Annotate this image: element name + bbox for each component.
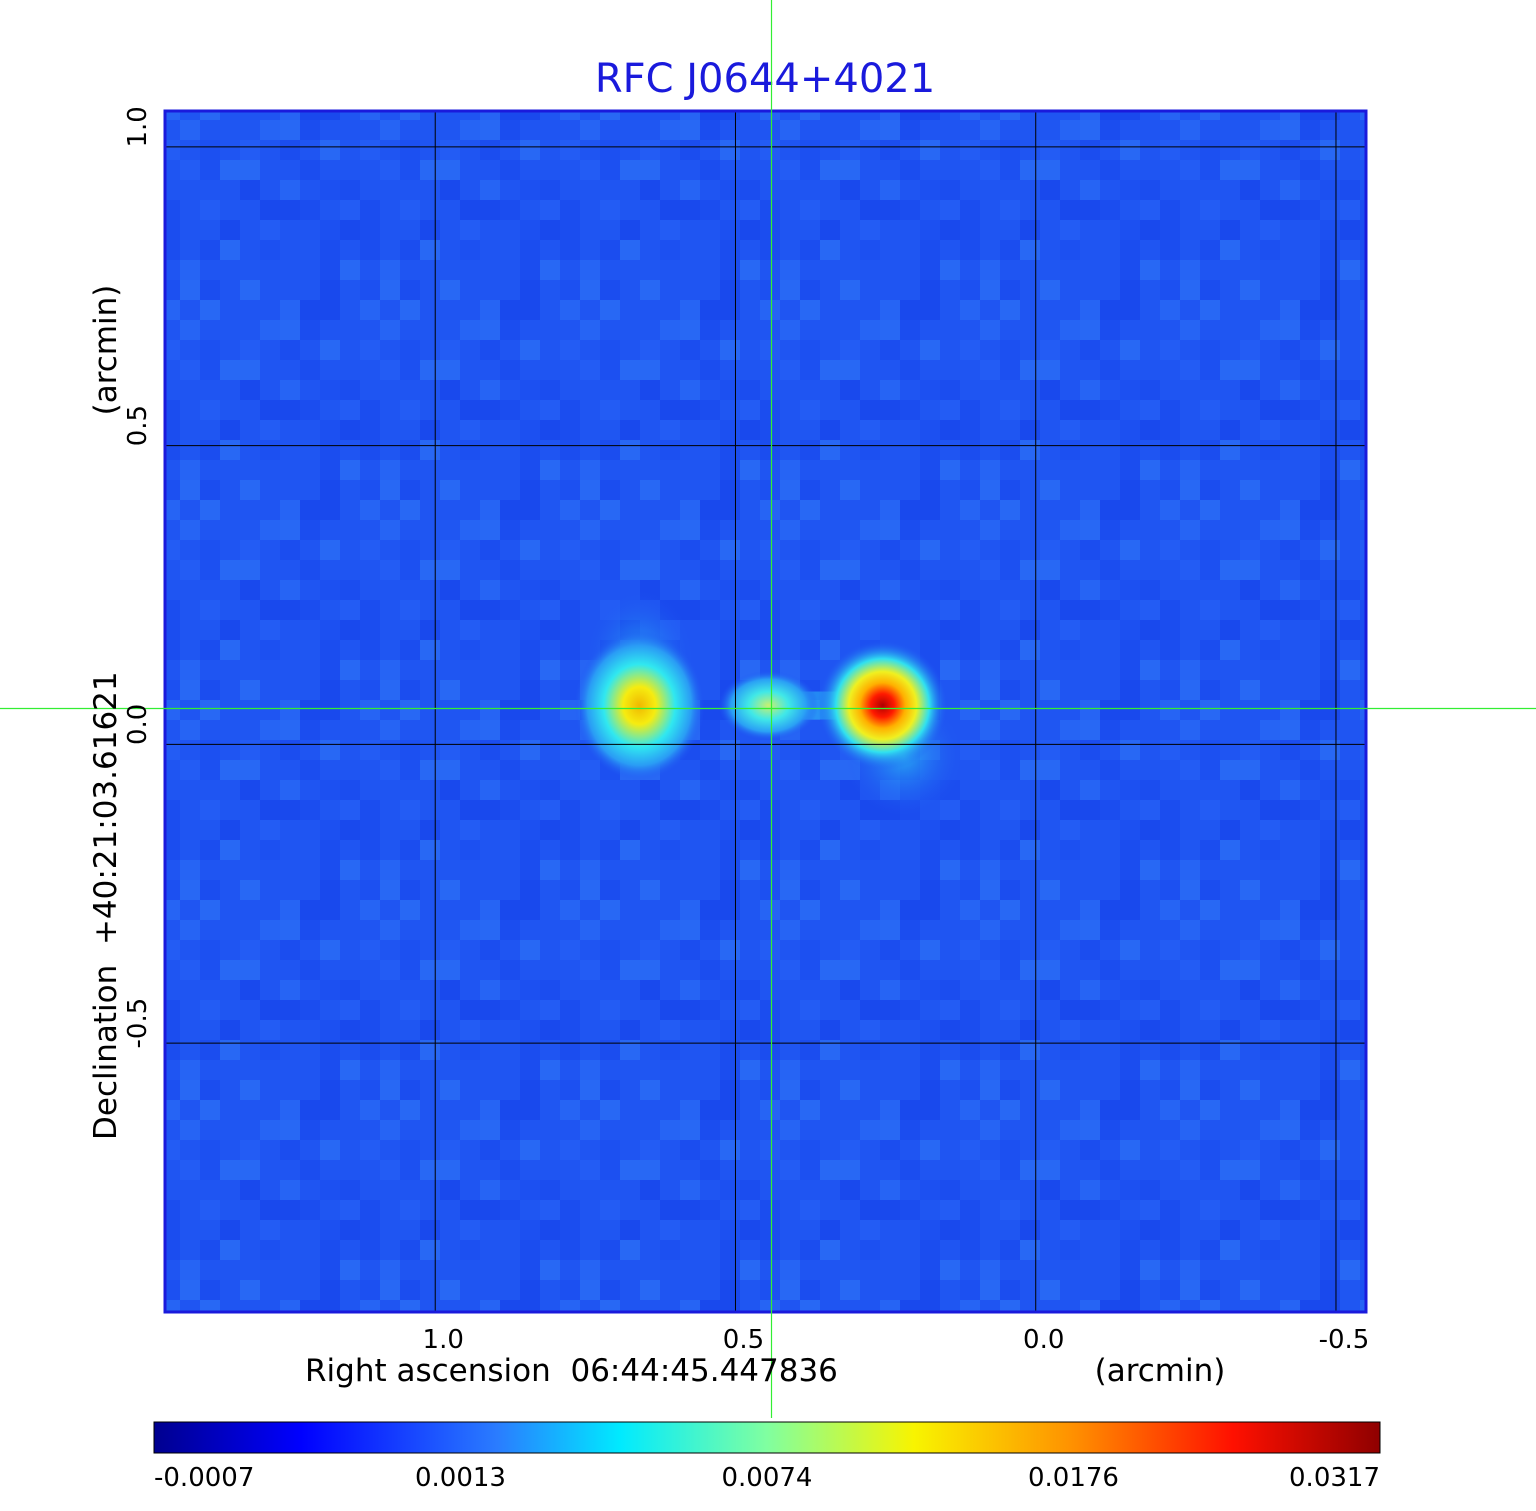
colorbar-tick-label: -0.0007: [154, 1463, 254, 1493]
colorbar-tick-label: 0.0013: [415, 1463, 506, 1493]
y-tick-label: 1.0: [123, 106, 153, 147]
crosshair: [0, 0, 1536, 1418]
x-tick-label: 0.5: [723, 1325, 764, 1355]
y-tick-labels: 1.0 0.5 0.0 -0.5: [123, 106, 153, 1048]
source-peak: [718, 670, 819, 741]
colorbar: [153, 1421, 1381, 1454]
x-axis-unit: (arcmin): [1095, 1353, 1226, 1389]
colorbar-tick-labels: -0.0007 0.0013 0.0074 0.0176 0.0317: [154, 1463, 1380, 1493]
y-tick-label: -0.5: [123, 998, 153, 1049]
source-peak: [574, 630, 705, 781]
x-tick-labels: 1.0 0.5 0.0 -0.5: [423, 1325, 1370, 1355]
image-panel: [165, 111, 1366, 1312]
colorbar-tick-label: 0.0176: [1028, 1463, 1119, 1493]
colorbar-tick-label: 0.0074: [722, 1463, 813, 1493]
y-axis-unit: (arcmin): [88, 285, 124, 416]
chart-title: RFC J0644+4021: [595, 56, 935, 102]
y-axis-label: Declination +40:21:03.61621: [88, 671, 124, 1140]
x-axis-label: Right ascension 06:44:45.447836: [305, 1353, 838, 1389]
source-peak: [817, 640, 948, 771]
source-layer: [574, 590, 964, 817]
x-tick-label: 1.0: [423, 1325, 464, 1355]
colorbar-tick-label: 0.0317: [1289, 1463, 1380, 1493]
y-tick-label: 0.5: [123, 405, 153, 446]
y-tick-label: 0.0: [123, 704, 153, 745]
x-tick-label: -0.5: [1319, 1325, 1370, 1355]
grid-layer: [165, 111, 1366, 1312]
plot-frame: [163, 109, 1368, 1314]
x-tick-label: 0.0: [1023, 1325, 1064, 1355]
